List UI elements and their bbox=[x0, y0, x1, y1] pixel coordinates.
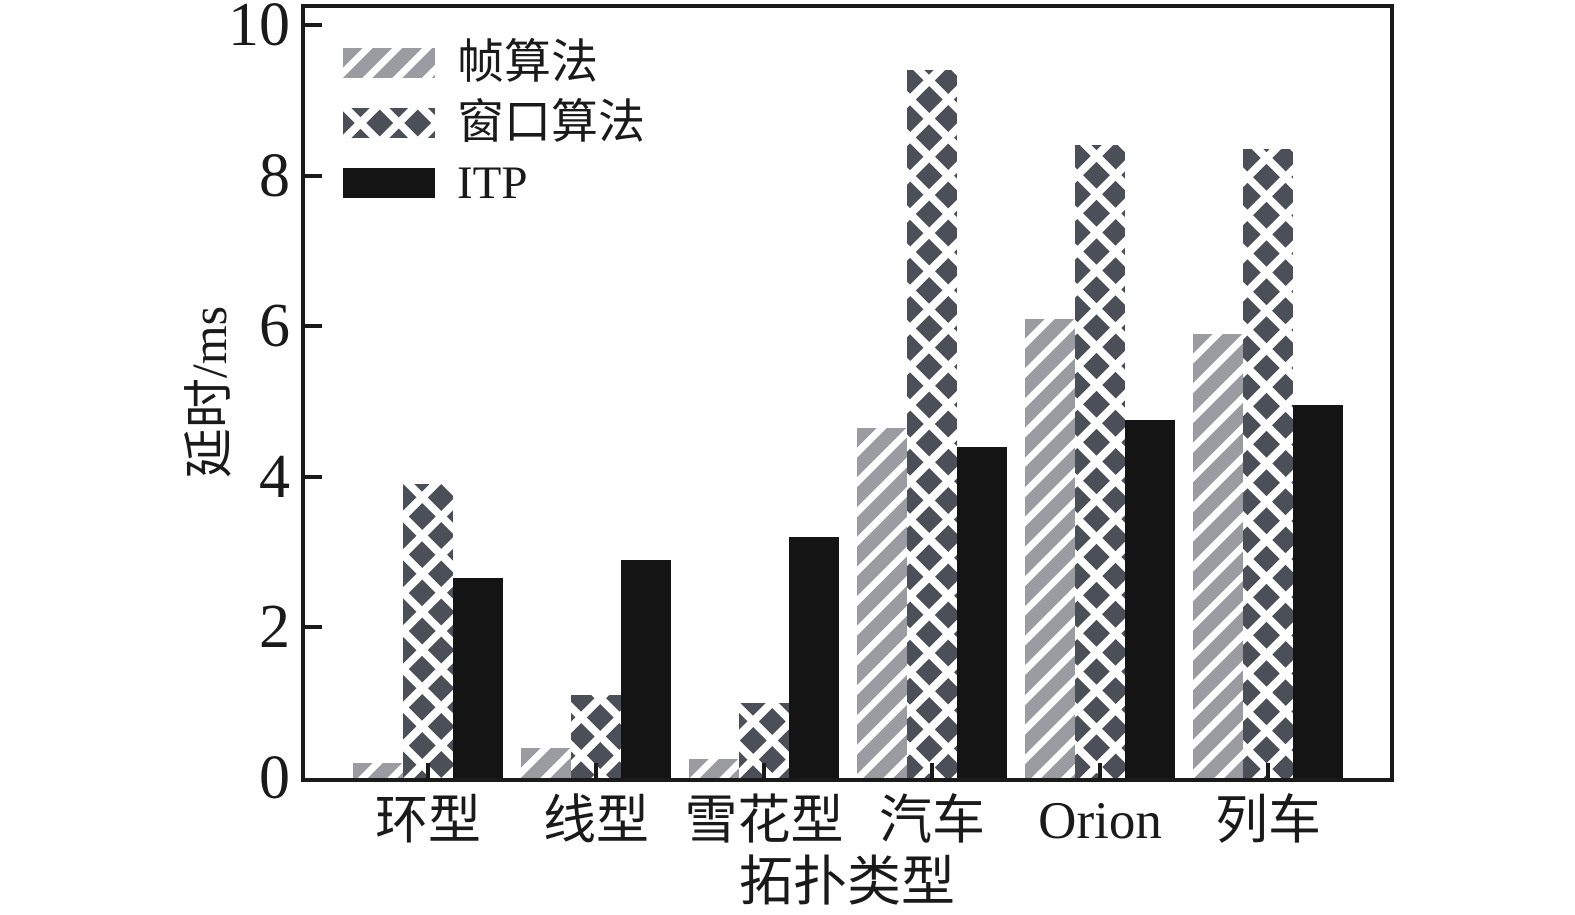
bar-series0-cat5 bbox=[1193, 334, 1243, 778]
plot-area: 帧算法窗口算法 ITP bbox=[301, 4, 1394, 782]
legend-swatch-solid-icon bbox=[343, 168, 435, 198]
bar-series1-cat2 bbox=[739, 703, 789, 778]
bar-series0-cat2 bbox=[689, 759, 739, 778]
y-tick bbox=[305, 23, 322, 27]
bar-series1-cat4 bbox=[1075, 145, 1125, 778]
y-tick bbox=[305, 173, 322, 178]
legend: 帧算法窗口算法 ITP bbox=[343, 40, 645, 220]
bar-series0-cat4 bbox=[1025, 319, 1075, 778]
bar-series2-cat5 bbox=[1293, 405, 1343, 778]
y-tick bbox=[305, 474, 322, 479]
bar-series0-cat0 bbox=[353, 763, 403, 778]
bar-series2-cat2 bbox=[789, 537, 839, 778]
legend-item-1: 窗口算法 bbox=[343, 97, 645, 149]
y-tick-label: 2 bbox=[259, 593, 290, 662]
y-tick bbox=[305, 625, 322, 630]
x-tick bbox=[426, 763, 430, 778]
legend-item-label: 帧算法 bbox=[457, 37, 598, 89]
y-tick-label: 0 bbox=[259, 744, 290, 812]
y-tick-label: 4 bbox=[259, 442, 290, 511]
x-category-label: 环型 bbox=[375, 792, 481, 850]
bar-series1-cat3 bbox=[907, 70, 957, 778]
legend-item-label: ITP bbox=[457, 157, 528, 209]
bar-series0-cat1 bbox=[521, 748, 571, 778]
y-tick-label: 10 bbox=[228, 0, 290, 59]
x-category-label: 汽车 bbox=[879, 792, 985, 850]
x-axis-title: 拓扑类型 bbox=[739, 852, 955, 912]
x-category-label: Orion bbox=[1038, 792, 1162, 850]
legend-item-0: 帧算法 bbox=[343, 37, 645, 89]
bar-series0-cat3 bbox=[857, 428, 907, 778]
x-category-label: 雪花型 bbox=[684, 792, 844, 850]
bar-series2-cat3 bbox=[957, 447, 1007, 778]
x-tick bbox=[1266, 763, 1270, 778]
legend-item-label: 窗口算法 bbox=[457, 97, 645, 149]
bar-series2-cat1 bbox=[621, 560, 671, 778]
bar-series1-cat1 bbox=[571, 695, 621, 778]
x-tick bbox=[930, 763, 934, 778]
x-tick bbox=[1098, 763, 1102, 778]
legend-swatch-crosshatch-icon bbox=[343, 108, 435, 138]
x-category-label: 线型 bbox=[543, 792, 649, 850]
y-tick-label: 8 bbox=[259, 141, 290, 210]
x-category-label: 列车 bbox=[1215, 792, 1321, 850]
legend-item-2: ITP bbox=[343, 157, 645, 209]
legend-swatch-diagonal-hatch-icon bbox=[343, 48, 435, 78]
bar-series1-cat5 bbox=[1243, 149, 1293, 778]
bar-series1-cat0 bbox=[403, 484, 453, 778]
y-tick bbox=[305, 324, 322, 329]
bar-series2-cat0 bbox=[453, 578, 503, 778]
x-tick bbox=[762, 763, 766, 778]
y-tick-label: 6 bbox=[259, 292, 290, 361]
x-tick bbox=[594, 763, 598, 778]
bar-series2-cat4 bbox=[1125, 420, 1175, 778]
